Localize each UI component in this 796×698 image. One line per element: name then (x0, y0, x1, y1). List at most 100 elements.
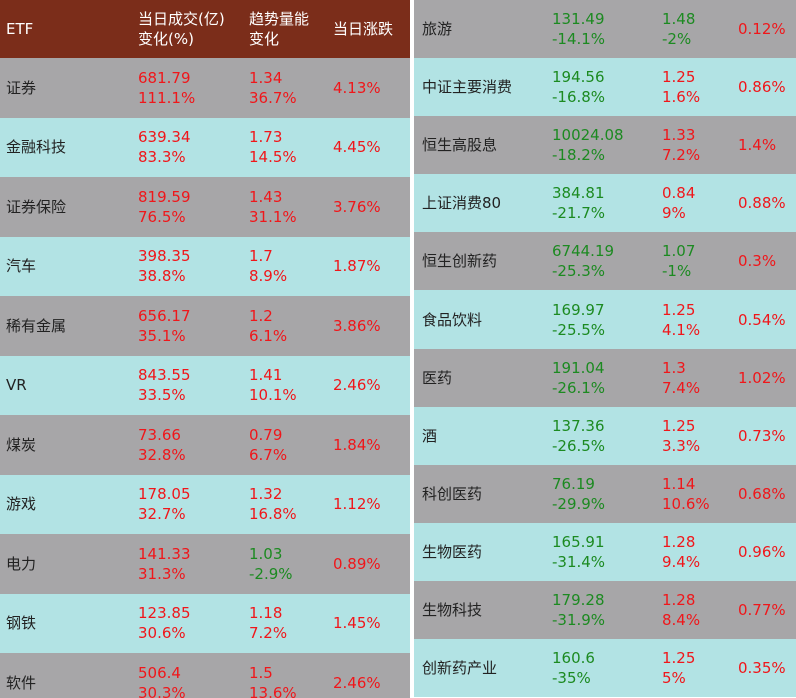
table-row: 恒生创新药 6744.19 -25.3% 1.07 -1% 0.3% (414, 232, 796, 291)
volume-change: 30.3% (138, 683, 186, 698)
trend-change: 1.6% (662, 88, 701, 107)
volume-cell: 10024.08 -18.2% (552, 116, 662, 174)
trend-value: 1.25 (662, 68, 696, 87)
trend-change: 10.6% (662, 494, 710, 513)
volume-change: -25.5% (552, 320, 606, 339)
trend-change: 14.5% (249, 148, 297, 167)
etf-name: 煤炭 (6, 435, 37, 454)
volume-cell: 384.81 -21.7% (552, 174, 662, 232)
day-change-value: 0.35% (738, 659, 786, 678)
trend-value: 1.48 (662, 10, 696, 29)
volume-cell: 843.55 33.5% (138, 356, 249, 416)
volume-value: 819.59 (138, 187, 191, 206)
trend-cell: 1.2 6.1% (249, 296, 333, 356)
volume-value: 179.28 (552, 590, 605, 609)
etf-name: 中证主要消费 (422, 78, 513, 97)
day-change: 1.84% (333, 415, 410, 475)
trend-cell: 1.18 7.2% (249, 594, 333, 654)
volume-value: 384.81 (552, 184, 605, 203)
volume-cell: 178.05 32.7% (138, 475, 249, 535)
trend-change: -1% (662, 262, 692, 281)
etf-name: 恒生高股息 (422, 136, 498, 155)
trend-cell: 1.33 7.2% (662, 116, 738, 174)
day-change-value: 2.46% (333, 673, 381, 692)
volume-cell: 169.97 -25.5% (552, 290, 662, 348)
volume-value: 639.34 (138, 128, 191, 147)
trend-value: 1.32 (249, 485, 283, 504)
volume-change: -18.2% (552, 146, 606, 165)
volume-value: 123.85 (138, 604, 191, 623)
day-change-value: 1.84% (333, 435, 381, 454)
table-row: 酒 137.36 -26.5% 1.25 3.3% 0.73% (414, 406, 796, 465)
trend-cell: 1.25 5% (662, 639, 738, 697)
day-change-value: 3.76% (333, 197, 381, 216)
trend-cell: 1.73 14.5% (249, 118, 333, 178)
etf-name: 金融科技 (6, 138, 67, 157)
trend-change: -2% (662, 30, 692, 49)
trend-cell: 0.79 6.7% (249, 415, 333, 475)
trend-value: 1.03 (249, 544, 283, 563)
day-change-value: 1.4% (738, 136, 777, 155)
table-row: 汽车 398.35 38.8% 1.7 8.9% 1.87% (0, 236, 410, 296)
trend-change: 4.1% (662, 320, 701, 339)
volume-cell: 656.17 35.1% (138, 296, 249, 356)
volume-value: 843.55 (138, 366, 191, 385)
left-table-body: 证券 681.79 111.1% 1.34 36.7% 4.13% 金融科技 639.34 83… (0, 58, 410, 698)
trend-value: 1.25 (662, 416, 696, 435)
table-row: 生物医药 165.91 -31.4% 1.28 9.4% 0.96% (414, 522, 796, 581)
trend-value: 1.43 (249, 187, 283, 206)
volume-cell: 131.49 -14.1% (552, 0, 662, 58)
trend-value: 1.25 (662, 649, 696, 668)
trend-value: 0.84 (662, 184, 696, 203)
day-change: 4.13% (333, 58, 410, 118)
volume-change: 32.8% (138, 445, 186, 464)
day-change: 1.12% (333, 475, 410, 535)
trend-change: 7.2% (662, 146, 701, 165)
volume-value: 73.66 (138, 425, 181, 444)
trend-value: 1.14 (662, 474, 696, 493)
trend-value: 1.28 (662, 532, 696, 551)
right-table: 旅游 131.49 -14.1% 1.48 -2% 0.12% 中证主要消费 194.56 -1… (414, 0, 796, 698)
day-change: 0.3% (738, 232, 796, 290)
table-row: 中证主要消费 194.56 -16.8% 1.25 1.6% 0.86% (414, 58, 796, 117)
volume-change: 31.3% (138, 564, 186, 583)
volume-change: 30.6% (138, 624, 186, 643)
day-change: 1.45% (333, 594, 410, 654)
volume-change: -21.7% (552, 204, 606, 223)
volume-value: 398.35 (138, 247, 191, 266)
etf-name: 游戏 (6, 495, 37, 514)
trend-change: 7.2% (249, 624, 288, 643)
day-change-value: 0.88% (738, 194, 786, 213)
trend-change: 13.6% (249, 683, 297, 698)
etf-name: 稀有金属 (6, 316, 67, 335)
etf-name: 生物医药 (422, 542, 483, 561)
trend-cell: 1.28 8.4% (662, 581, 738, 639)
volume-value: 131.49 (552, 10, 605, 29)
volume-value: 76.19 (552, 474, 595, 493)
day-change: 2.46% (333, 653, 410, 698)
trend-change: 7.4% (662, 378, 701, 397)
trend-cell: 1.28 9.4% (662, 523, 738, 581)
trend-cell: 1.3 7.4% (662, 349, 738, 407)
volume-change: -31.9% (552, 610, 606, 629)
trend-cell: 1.48 -2% (662, 0, 738, 58)
header-change: 当日涨跌 (333, 20, 394, 38)
volume-change: 38.8% (138, 267, 186, 286)
day-change-value: 0.12% (738, 20, 786, 39)
trend-cell: 1.25 4.1% (662, 290, 738, 348)
volume-change: -31.4% (552, 552, 606, 571)
volume-value: 178.05 (138, 485, 191, 504)
etf-name: 钢铁 (6, 614, 37, 633)
volume-change: -26.5% (552, 436, 606, 455)
trend-cell: 1.25 3.3% (662, 407, 738, 465)
volume-change: -26.1% (552, 378, 606, 397)
table-row: 上证消费80 384.81 -21.7% 0.84 9% 0.88% (414, 174, 796, 233)
day-change-value: 4.45% (333, 138, 381, 157)
trend-value: 1.5 (249, 663, 273, 682)
day-change: 0.35% (738, 639, 796, 697)
volume-value: 506.4 (138, 663, 181, 682)
etf-name: 生物科技 (422, 600, 483, 619)
volume-change: -35% (552, 669, 591, 688)
header-volume-line1: 当日成交(亿) (138, 10, 225, 28)
table-row: 食品饮料 169.97 -25.5% 1.25 4.1% 0.54% (414, 290, 796, 349)
